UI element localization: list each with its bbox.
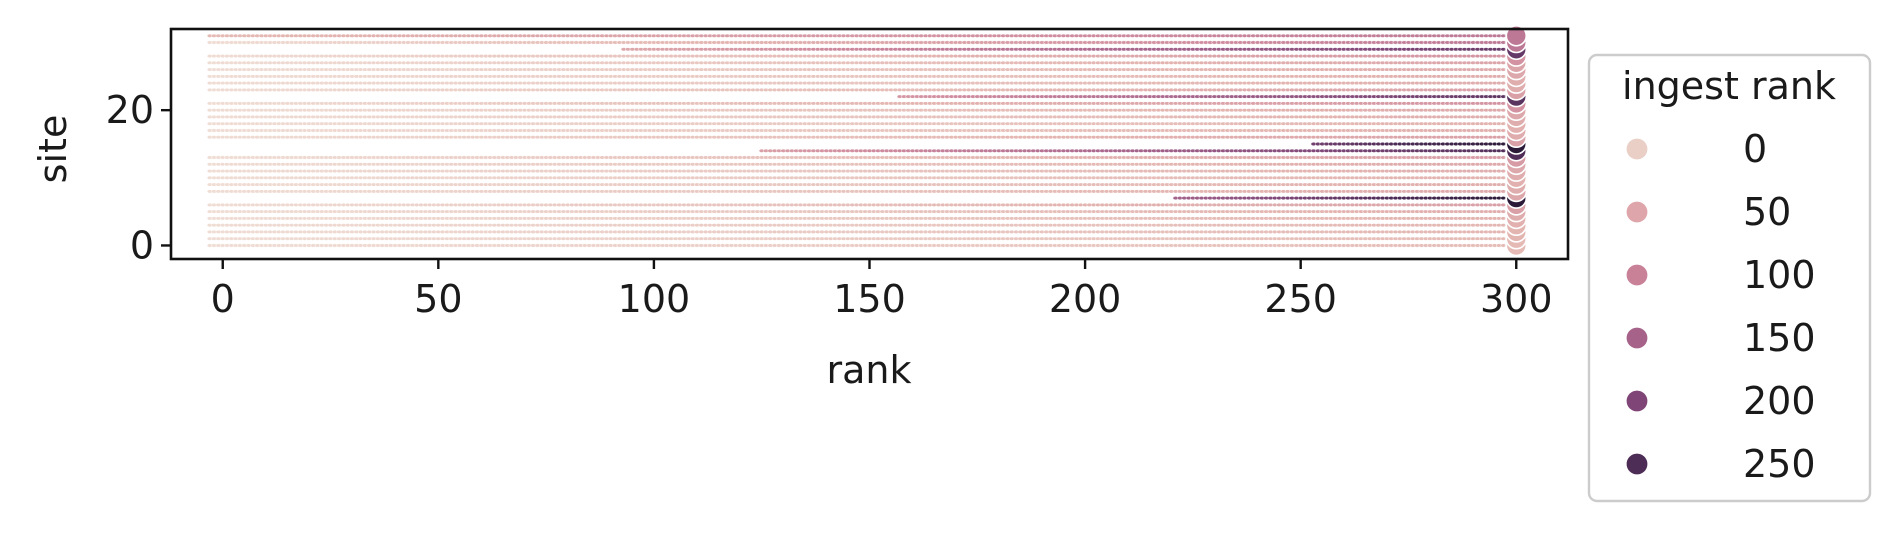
scatter-points	[206, 33, 1515, 248]
